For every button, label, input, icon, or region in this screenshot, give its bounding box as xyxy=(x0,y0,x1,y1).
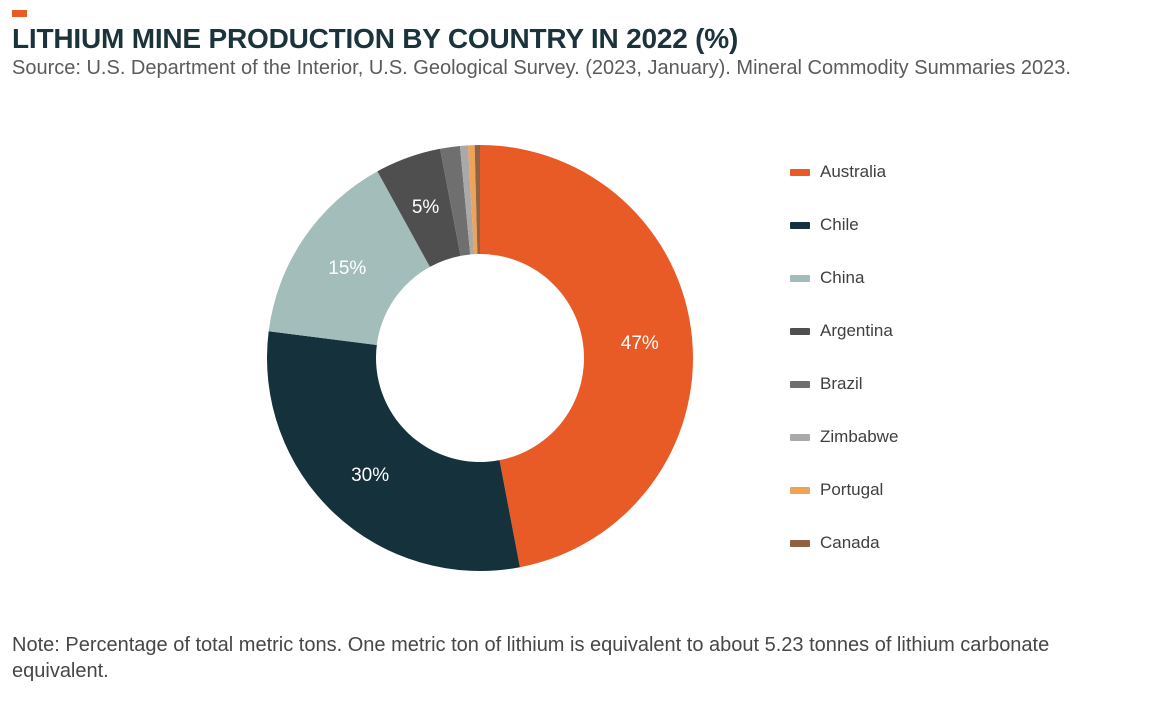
slice-label-argentina: 5% xyxy=(412,197,440,218)
legend-swatch-portugal xyxy=(790,486,810,494)
slice-portugal xyxy=(467,145,478,255)
slice-label-chile: 30% xyxy=(351,465,389,486)
accent-bar xyxy=(12,10,27,17)
slice-canada xyxy=(474,145,480,255)
slice-brazil xyxy=(440,145,471,256)
legend-swatch-australia xyxy=(790,168,810,176)
legend-item-chile: Chile xyxy=(790,215,898,235)
legend-label: Portugal xyxy=(820,480,884,499)
legend-item-china: China xyxy=(790,268,898,288)
chart-title: LITHIUM MINE PRODUCTION BY COUNTRY IN 20… xyxy=(12,23,739,54)
legend-label: Zimbabwe xyxy=(820,427,899,446)
legend-label: Brazil xyxy=(820,374,863,393)
legend-item-australia: Australia xyxy=(790,162,898,182)
donut-chart: 47% 30% 15% 5% xyxy=(266,145,694,572)
legend: Australia Chile China Argentina Brazil Zimbab… xyxy=(790,140,898,553)
slice-label-china: 15% xyxy=(328,258,366,279)
legend-swatch-brazil xyxy=(790,380,810,388)
source-text: Source: U.S. Department of the Interior,… xyxy=(12,57,1071,79)
slice-zimbabwe xyxy=(459,145,475,255)
legend-item-argentina: Argentina xyxy=(790,321,898,341)
note-text: Note: Percentage of total metric tons. O… xyxy=(12,634,1050,683)
legend-swatch-chile xyxy=(790,221,810,229)
legend-item-canada: Canada xyxy=(790,533,898,553)
legend-swatch-argentina xyxy=(790,327,810,335)
legend-label: Canada xyxy=(820,533,880,552)
legend-item-portugal: Portugal xyxy=(790,480,898,500)
slice-china xyxy=(268,171,430,345)
slice-australia xyxy=(480,145,694,568)
legend-label: Argentina xyxy=(820,321,893,340)
legend-swatch-zimbabwe xyxy=(790,433,810,441)
legend-label: Australia xyxy=(820,162,887,181)
chart-area: 47% 30% 15% 5% Australia Chile China Argentina… xyxy=(262,140,1162,576)
legend-swatch-canada xyxy=(790,539,810,547)
legend-label: Chile xyxy=(820,215,859,234)
slice-argentina xyxy=(377,148,461,267)
legend-swatch-china xyxy=(790,274,810,282)
slice-label-australia: 47% xyxy=(621,333,659,354)
legend-item-zimbabwe: Zimbabwe xyxy=(790,427,898,447)
legend-item-brazil: Brazil xyxy=(790,374,898,394)
slice-chile xyxy=(266,331,520,572)
legend-label: China xyxy=(820,268,865,287)
